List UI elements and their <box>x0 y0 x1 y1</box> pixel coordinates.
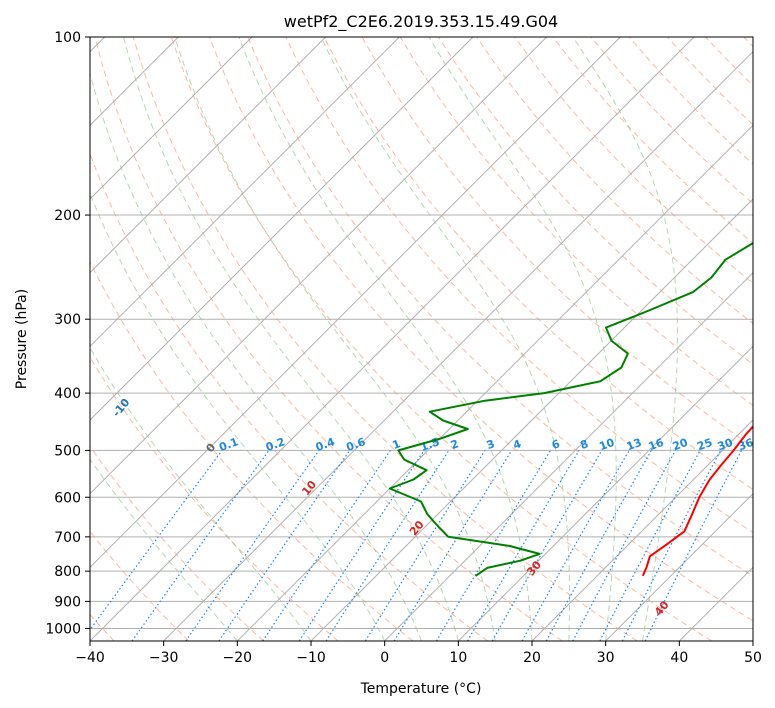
dry-adiabat-line <box>476 37 753 325</box>
isotherm-line <box>236 124 753 641</box>
x-tick-label: −40 <box>75 650 105 666</box>
dry-adiabat-line <box>285 37 753 534</box>
moist-adiabat-line <box>90 192 386 641</box>
dry-adiabat-line <box>90 260 414 641</box>
mixing-ratio-label: 2 <box>449 437 461 452</box>
mixing-ratio-label: 1 <box>391 437 403 452</box>
mixing-ratio-label: 20 <box>671 436 690 454</box>
profile-series <box>388 241 753 577</box>
moist-adiabat-line <box>572 37 678 641</box>
mixing-ratio-line <box>621 450 722 641</box>
moist-adiabat-line <box>238 37 533 641</box>
isotherm-line <box>605 492 753 641</box>
isotherm-line <box>90 37 474 421</box>
x-axis-title: Temperature (°C) <box>360 681 482 697</box>
isotherm-line <box>90 37 548 495</box>
mixing-ratio-line <box>545 450 652 641</box>
moist-adiabat-line <box>174 37 496 641</box>
dry-adiabat-line <box>514 37 753 284</box>
y-axis-ticks: 100 200 300 400 500 600 700 800 900 1000 <box>45 30 90 637</box>
isotherm-line <box>90 37 253 200</box>
dry-adiabat-line <box>170 37 712 641</box>
mixing-ratio-line <box>90 450 223 631</box>
y-axis-title: Pressure (hPa) <box>14 289 30 389</box>
y-tick-label: 300 <box>54 312 81 328</box>
mixing-ratio-line <box>521 450 630 641</box>
isotherm-line <box>90 37 695 641</box>
y-tick-label: 700 <box>54 530 81 546</box>
x-tick-label: 40 <box>670 650 688 666</box>
mixing-ratio-label: 0.6 <box>345 435 368 454</box>
dry-adiabat-line <box>323 37 753 491</box>
y-tick-label: 100 <box>54 30 81 46</box>
isotherm-line <box>90 37 621 569</box>
dry-adiabat-line <box>94 37 563 641</box>
x-tick-label: −30 <box>149 650 179 666</box>
moist-adiabat-line <box>123 37 459 641</box>
x-tick-label: 10 <box>449 650 467 666</box>
x-tick-label: −10 <box>296 650 326 666</box>
mixing-ratio-line <box>572 450 677 641</box>
mixing-ratio-label: 25 <box>695 436 714 453</box>
y-tick-label: 200 <box>54 208 81 224</box>
plot-area <box>90 37 753 641</box>
y-tick-label: 400 <box>54 386 81 402</box>
background-lines <box>90 37 753 641</box>
plot-frame <box>89 36 754 642</box>
isotherm-line <box>163 50 753 641</box>
dry-adiabat-line <box>247 37 753 577</box>
moist-adiabat-line <box>90 71 422 641</box>
mixing-ratio-label: 4 <box>511 437 523 452</box>
mixing-ratio-line <box>298 450 425 641</box>
y-tick-label: 500 <box>54 443 81 459</box>
y-tick-label: 800 <box>54 564 81 580</box>
dry-adiabat-line <box>90 445 264 641</box>
moist-adiabat-line <box>320 37 570 641</box>
isotherm-line <box>531 419 753 641</box>
mixing-ratio-label: 0.2 <box>264 435 287 454</box>
mixing-ratio-label: 8 <box>578 437 590 452</box>
isotherm-line <box>384 271 753 641</box>
mixing-ratio-line <box>131 450 270 641</box>
mixing-ratio-label: 10 <box>597 436 616 454</box>
mixing-ratio-line <box>644 450 743 641</box>
x-tick-label: −20 <box>223 650 253 666</box>
mixing-ratio-label: 30 <box>716 436 735 454</box>
mixing-ratio-label: 3 <box>485 437 497 452</box>
temperature-profile-line <box>641 425 753 577</box>
y-tick-label: 600 <box>54 490 81 506</box>
mixing-ratio-label: 16 <box>647 436 666 454</box>
x-tick-label: 30 <box>597 650 615 666</box>
x-tick-label: 20 <box>523 650 541 666</box>
mixing-ratio-line <box>393 450 513 641</box>
dry-adiabat-line <box>90 356 339 641</box>
x-axis-ticks: −40 −30 −20 −10 0 10 20 30 40 50 <box>75 641 762 666</box>
isopleth-labels: 0.10.20.40.611.52346810131620253036-100-… <box>110 396 753 619</box>
mixing-ratio-line <box>262 450 391 641</box>
isotherm-line <box>90 37 400 348</box>
moist-adiabat-line <box>428 37 617 641</box>
mixing-ratio-line <box>325 450 450 641</box>
mixing-ratio-label: 13 <box>625 436 644 453</box>
y-tick-label: 900 <box>54 594 81 610</box>
mixing-ratio-label: 6 <box>550 437 562 452</box>
isotherm-line <box>457 345 753 641</box>
dry-adiabat-line <box>209 37 753 622</box>
dry-adiabat-line <box>132 37 638 641</box>
y-tick-label: 1000 <box>45 621 81 637</box>
mixing-ratio-label: 0.1 <box>217 435 240 454</box>
chart-title: wetPf2_C2E6.2019.353.15.49.G04 <box>284 12 558 32</box>
x-tick-label: 0 <box>380 650 389 666</box>
isotherm-line <box>310 198 753 641</box>
dewpoint-profile-line <box>388 241 753 577</box>
x-tick-label: 50 <box>744 650 762 666</box>
isotherm-line <box>90 37 327 274</box>
mixing-ratio-label: 0.4 <box>314 435 337 454</box>
mixing-ratio-line <box>218 450 351 641</box>
mixing-ratio-line <box>185 450 320 641</box>
moist-adiabat-line <box>90 458 238 641</box>
